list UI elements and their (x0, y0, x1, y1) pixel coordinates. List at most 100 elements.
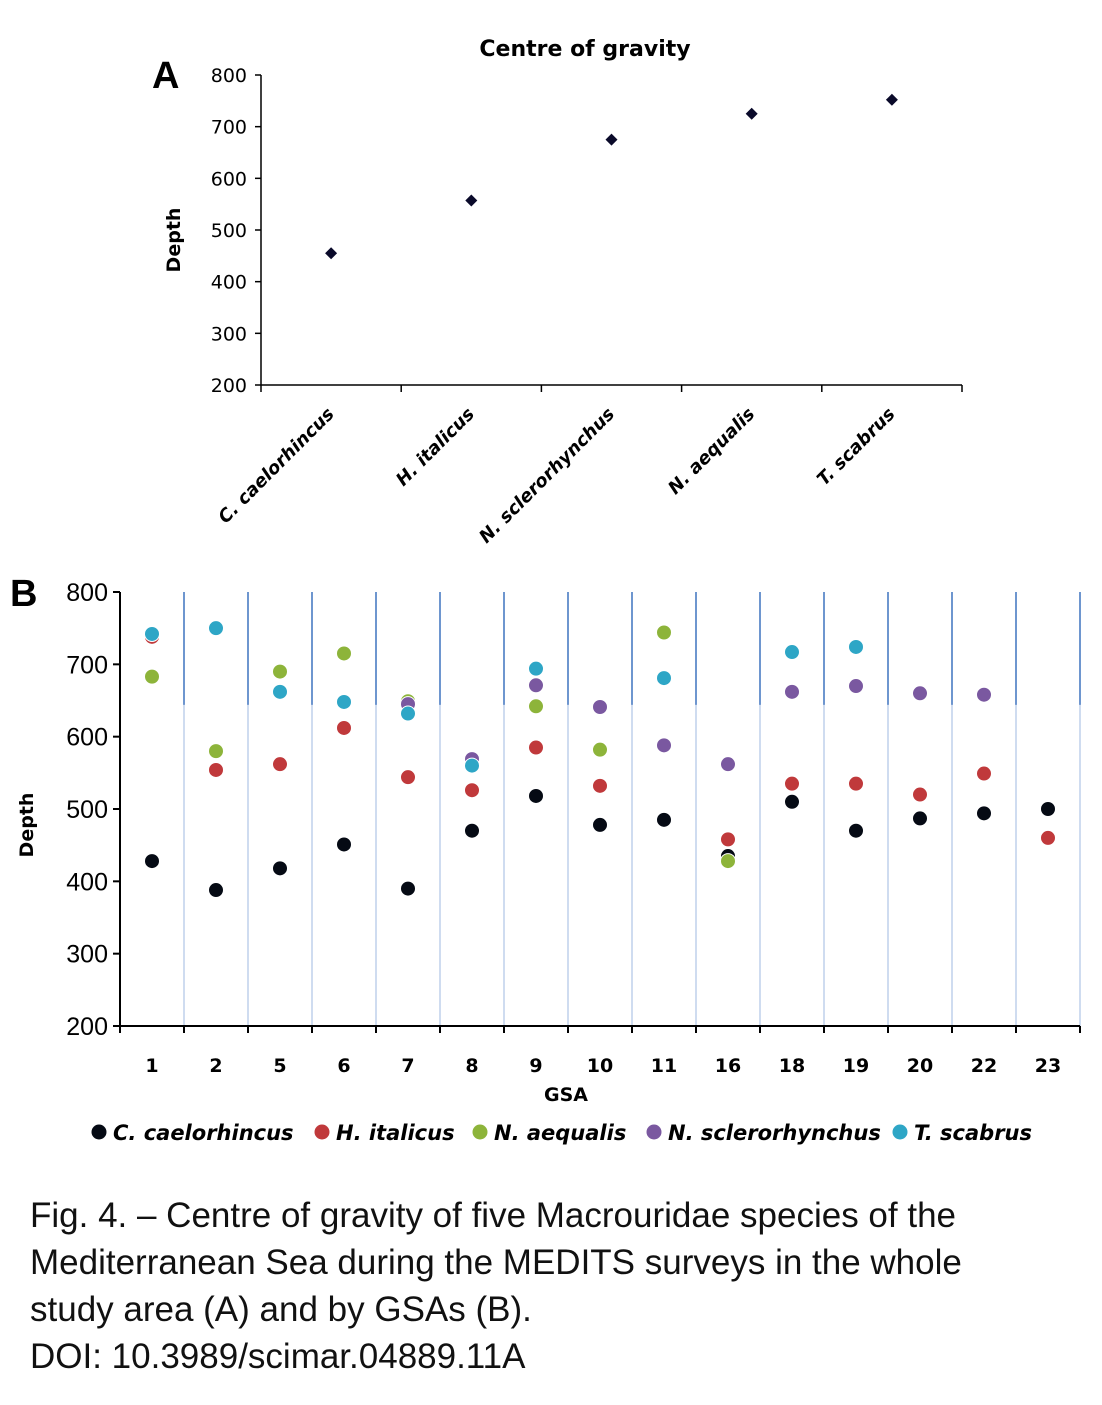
chart-b-point (784, 775, 800, 792)
chart-a-ytick-label: 300 (211, 323, 247, 345)
chart-b-category-label: 5 (273, 1055, 286, 1077)
chart-b-point (464, 757, 480, 774)
legend-label: C. caelorhincus (113, 1121, 294, 1145)
chart-a-point (605, 133, 618, 146)
chart-b-ylabel: Depth (16, 793, 38, 858)
chart-b-point (720, 756, 736, 773)
chart-b-point (656, 737, 672, 754)
legend-label: N. sclerorhynchus (668, 1121, 881, 1145)
legend-marker (91, 1124, 107, 1140)
panel-label-a: A (152, 55, 179, 97)
legend-label: T. scabrus (914, 1121, 1032, 1145)
chart-b-point (912, 810, 928, 827)
chart-b-category-label: 16 (715, 1055, 741, 1077)
chart-b-point (528, 698, 544, 715)
chart-b-axes: 200 300 400 500 600 700 800 1 2 5 6 7 8 9 10 11 16 18 19 20… (66, 579, 1081, 1077)
chart-a-category-label: H. italicus (392, 403, 479, 490)
chart-b-point (784, 644, 800, 661)
legend-label: H. italicus (336, 1121, 455, 1145)
chart-b-category-label: 1 (145, 1055, 158, 1077)
legend-marker (646, 1124, 662, 1140)
chart-b-ytick-label: 800 (66, 579, 108, 607)
chart-b-point (400, 880, 416, 897)
chart-b-point (592, 741, 608, 758)
chart-b-category-label: 11 (651, 1055, 677, 1077)
legend-marker (472, 1124, 488, 1140)
chart-b-point (144, 625, 160, 642)
chart-b-point (912, 786, 928, 803)
chart-a-category-label: N. aequalis (664, 403, 759, 498)
chart-b-point (336, 645, 352, 662)
caption-line-4: DOI: 10.3989/scimar.04889.11A (30, 1337, 526, 1376)
chart-a-ytick-label: 800 (211, 65, 247, 87)
chart-b-category-label: 20 (907, 1055, 933, 1077)
chart-b-ytick-label: 500 (66, 796, 108, 824)
chart-a-ytick-label: 600 (211, 168, 247, 190)
chart-a-category-label: T. scabrus (813, 403, 900, 490)
chart-a-ytick-label: 500 (211, 220, 247, 242)
chart-b-point (976, 765, 992, 782)
chart-b-point (336, 836, 352, 853)
chart-b-category-label: 7 (401, 1055, 414, 1077)
panel-label-b: B (10, 573, 37, 615)
chart-a-points (325, 93, 898, 260)
caption-line-3: study area (A) and by GSAs (B). (30, 1290, 532, 1329)
chart-a-ytick-label: 700 (211, 117, 247, 139)
chart-a-point (325, 247, 338, 260)
chart-b-point (528, 787, 544, 804)
chart-b-ytick-label: 200 (66, 1013, 108, 1041)
chart-a-title: Centre of gravity (479, 37, 690, 62)
chart-b-point (208, 882, 224, 899)
chart-b-point (208, 743, 224, 760)
legend-marker (892, 1124, 908, 1140)
chart-b-point (528, 677, 544, 694)
chart-b-category-label: 6 (337, 1055, 350, 1077)
chart-a: A Centre of gravity Depth 200 300 400 500 60… (152, 37, 963, 548)
chart-b-category-label: 10 (587, 1055, 613, 1077)
chart-a-ytick-label: 200 (211, 375, 247, 397)
chart-b-point (464, 822, 480, 839)
chart-b-xlabel: GSA (544, 1084, 588, 1106)
chart-b-point (464, 782, 480, 799)
chart-b-point (848, 638, 864, 655)
chart-b-point (272, 683, 288, 700)
chart-b: B Depth 200 300 400 500 600 700 800 1 2 5 6 7 8 9 10 11… (10, 573, 1081, 1145)
chart-a-point (745, 107, 758, 120)
caption-line-2: Mediterranean Sea during the MEDITS surv… (30, 1243, 962, 1282)
chart-b-point (848, 678, 864, 695)
chart-b-point (720, 853, 736, 870)
chart-b-point (208, 761, 224, 778)
chart-b-point (272, 860, 288, 877)
chart-b-category-label: 19 (843, 1055, 869, 1077)
chart-b-legend: C. caelorhincus H. italicus N. aequalis N. … (91, 1121, 1032, 1145)
chart-a-point (885, 93, 898, 106)
chart-a-ylabel: Depth (163, 208, 185, 273)
chart-b-point (976, 805, 992, 822)
chart-b-point (784, 793, 800, 810)
chart-a-point (465, 194, 478, 207)
chart-b-point (400, 769, 416, 786)
chart-b-category-label: 8 (465, 1055, 478, 1077)
chart-b-category-label: 22 (971, 1055, 997, 1077)
chart-b-point (400, 705, 416, 722)
chart-b-point (592, 816, 608, 833)
chart-b-point (656, 624, 672, 641)
chart-b-category-label: 2 (209, 1055, 222, 1077)
chart-b-ytick-label: 400 (66, 868, 108, 896)
chart-b-point (784, 683, 800, 700)
chart-a-category-label: C. caelorhincus (214, 403, 338, 527)
chart-b-point (1040, 829, 1056, 846)
chart-b-point (272, 663, 288, 680)
chart-b-category-label: 18 (779, 1055, 805, 1077)
chart-b-ytick-label: 300 (66, 941, 108, 969)
chart-a-axes: 200 300 400 500 600 700 800 C. caelorhincus H. i… (211, 65, 963, 548)
chart-b-point (208, 620, 224, 637)
chart-b-category-label: 9 (529, 1055, 542, 1077)
chart-b-point (144, 668, 160, 685)
chart-b-point (144, 853, 160, 870)
legend-marker (314, 1124, 330, 1140)
chart-b-point (912, 685, 928, 702)
caption-line-1: Fig. 4. – Centre of gravity of five Macr… (30, 1196, 956, 1235)
chart-b-points (144, 620, 1056, 899)
chart-b-point (848, 775, 864, 792)
